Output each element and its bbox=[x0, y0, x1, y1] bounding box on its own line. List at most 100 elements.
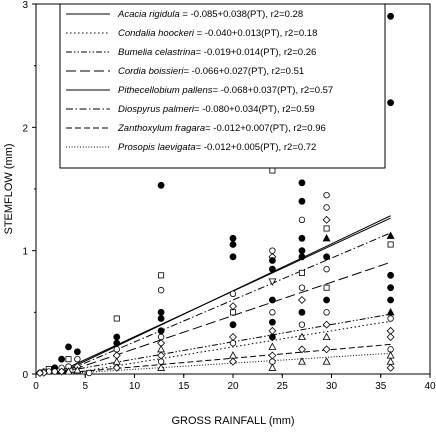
point-open-circle bbox=[230, 340, 236, 346]
point-filled-circle bbox=[269, 334, 275, 340]
point-filled-circle bbox=[66, 344, 72, 350]
point-open-circle bbox=[324, 205, 330, 211]
point-open-triangle bbox=[113, 358, 120, 364]
y-tick-label: 3 bbox=[22, 0, 28, 11]
point-filled-circle bbox=[388, 272, 394, 278]
point-open-triangle bbox=[269, 364, 276, 370]
point-filled-circle bbox=[114, 334, 120, 340]
point-open-square bbox=[66, 357, 71, 362]
point-filled-circle bbox=[299, 309, 305, 315]
point-open-circle bbox=[270, 310, 276, 316]
point-open-diamond bbox=[158, 352, 165, 359]
legend-equation: = -0.012+0.005(PT), r2=0.72 bbox=[196, 142, 317, 153]
point-open-square bbox=[324, 285, 329, 290]
regression-line bbox=[60, 262, 391, 374]
legend-equation: = -0.080+0.034(PT), r2=0.59 bbox=[194, 104, 315, 115]
point-filled-circle bbox=[299, 198, 305, 204]
point-filled-circle bbox=[158, 182, 164, 188]
legend-entry: Diospyrus palmeri= -0.080+0.034(PT), r2=… bbox=[118, 104, 315, 115]
y-tick-label: 2 bbox=[22, 123, 28, 134]
x-tick-label: 35 bbox=[375, 381, 387, 392]
point-open-triangle bbox=[299, 334, 306, 340]
point-open-diamond bbox=[323, 321, 330, 328]
point-open-triangle bbox=[387, 358, 394, 364]
legend-species-name: Bumelia celastrina bbox=[118, 47, 196, 58]
point-open-triangle bbox=[387, 352, 394, 358]
legend-species-name: Condalia hoockeri bbox=[118, 28, 195, 39]
point-open-circle bbox=[158, 287, 164, 293]
point-open-circle bbox=[158, 334, 164, 340]
point-open-circle bbox=[324, 192, 330, 198]
point-open-square bbox=[388, 242, 393, 247]
point-open-circle bbox=[299, 322, 305, 328]
x-tick-label: 5 bbox=[82, 381, 88, 392]
legend-entry: Condalia hoockeri = -0.040+0.013(PT), r2… bbox=[118, 28, 317, 39]
point-filled-circle bbox=[74, 349, 80, 355]
legend-entry: Pithecellobium pallens= -0.068+0.037(PT)… bbox=[118, 85, 333, 96]
point-filled-circle bbox=[388, 285, 394, 291]
regression-line bbox=[54, 218, 390, 374]
point-open-diamond bbox=[230, 303, 237, 310]
point-open-circle bbox=[388, 316, 394, 322]
legend-equation: = -0.019+0.014(PT), r2=0.26 bbox=[196, 47, 317, 58]
point-filled-circle bbox=[230, 254, 236, 260]
y-tick-label: 1 bbox=[22, 247, 28, 258]
legend-entry: Zanthoxylum fragara= -0.012+0.007(PT), r… bbox=[117, 123, 326, 134]
point-open-triangle bbox=[299, 358, 306, 364]
point-open-circle bbox=[324, 310, 330, 316]
point-open-diamond bbox=[230, 334, 237, 341]
legend-species-name: Acacia rigidula bbox=[117, 9, 180, 20]
point-filled-circle bbox=[230, 322, 236, 328]
point-filled-circle bbox=[158, 328, 164, 334]
point-filled-circle bbox=[388, 13, 394, 19]
point-open-circle bbox=[75, 356, 81, 362]
legend-species-name: Diospyrus palmeri bbox=[118, 104, 195, 115]
x-tick-label: 40 bbox=[424, 381, 436, 392]
point-filled-circle bbox=[324, 254, 330, 260]
point-open-diamond bbox=[269, 352, 276, 359]
legend-entry: Cordia boissieri= -0.066+0.027(PT), r2=0… bbox=[118, 66, 304, 77]
point-open-triangle bbox=[269, 343, 276, 349]
point-open-triangle bbox=[230, 352, 237, 358]
legend-species-name: Zanthoxylum fragara bbox=[117, 123, 205, 134]
point-filled-circle bbox=[269, 297, 275, 303]
legend-species-name: Pithecellobium pallens bbox=[118, 85, 213, 96]
legend-entry: Bumelia celastrina= -0.019+0.014(PT), r2… bbox=[118, 47, 316, 58]
point-filled-circle bbox=[59, 356, 65, 362]
x-tick-label: 10 bbox=[129, 381, 141, 392]
point-open-circle bbox=[114, 347, 120, 353]
point-open-circle bbox=[324, 266, 330, 272]
legend-equation: = -0.068+0.037(PT), r2=0.57 bbox=[213, 85, 334, 96]
point-filled-circle bbox=[299, 180, 305, 186]
point-open-square bbox=[114, 316, 119, 321]
x-tick-label: 25 bbox=[277, 381, 289, 392]
point-open-triangle bbox=[158, 346, 165, 352]
point-open-circle bbox=[299, 285, 305, 291]
regression-line bbox=[49, 314, 390, 374]
legend-equation: = -0.012+0.007(PT), r2=0.96 bbox=[205, 123, 326, 134]
point-open-diamond bbox=[299, 297, 306, 304]
x-tick-label: 20 bbox=[227, 381, 239, 392]
point-open-square bbox=[158, 273, 163, 278]
y-axis-label: STEMFLOW (mm) bbox=[3, 143, 15, 234]
regression-lines bbox=[49, 216, 390, 374]
y-tick-label: 0 bbox=[22, 370, 28, 381]
point-filled-circle bbox=[158, 316, 164, 322]
point-filled-circle bbox=[388, 100, 394, 106]
point-filled-circle bbox=[388, 297, 394, 303]
regression-line bbox=[59, 233, 390, 374]
point-filled-circle bbox=[158, 309, 164, 315]
legend: Acacia rigidula = -0.085+0.038(PT), r2=0… bbox=[60, 4, 385, 168]
point-open-square bbox=[324, 226, 329, 231]
x-axis-label: GROSS RAINFALL (mm) bbox=[171, 415, 294, 427]
legend-equation: = -0.066+0.027(PT), r2=0.51 bbox=[183, 66, 304, 77]
point-open-square bbox=[299, 270, 304, 275]
legend-entry: Prosopis laevigata= -0.012+0.005(PT), r2… bbox=[118, 142, 316, 153]
point-open-triangle bbox=[323, 358, 330, 364]
point-filled-circle bbox=[324, 297, 330, 303]
point-filled-circle bbox=[299, 254, 305, 260]
point-open-triangle bbox=[323, 334, 330, 340]
point-filled-circle bbox=[269, 319, 275, 325]
point-open-circle bbox=[86, 370, 92, 376]
